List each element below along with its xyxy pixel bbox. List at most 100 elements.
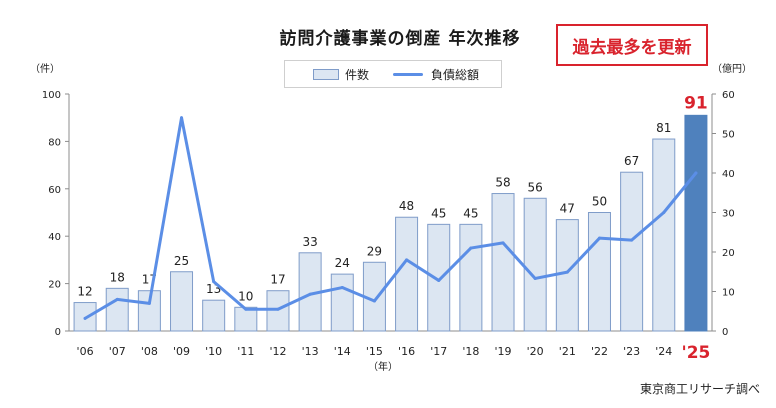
bar-value-label: 50 xyxy=(592,195,607,209)
bar xyxy=(427,223,451,332)
line-point xyxy=(501,241,505,245)
line-series-debt xyxy=(83,116,698,320)
y-right-tick-label: 20 xyxy=(722,248,735,259)
x-tick-label: '06 xyxy=(77,345,94,358)
legend-line-label: 負債総額 xyxy=(431,67,480,82)
x-tick-label: '18 xyxy=(462,345,479,358)
line-point xyxy=(662,211,666,214)
line-point xyxy=(372,299,376,303)
bar-value-label: 18 xyxy=(110,270,125,284)
line-point xyxy=(244,307,248,311)
line-point xyxy=(597,236,601,240)
x-tick-label: '19 xyxy=(495,345,512,358)
bar xyxy=(202,299,226,332)
y-right-unit: （億円） xyxy=(712,62,752,75)
source-note: 東京商工リサーチ調べ xyxy=(639,382,760,396)
y-left-tick-label: 100 xyxy=(42,90,61,101)
line-point xyxy=(565,270,569,274)
bar-value-label: 45 xyxy=(463,206,478,220)
y-left-tick-label: 20 xyxy=(48,280,61,291)
x-tick-label: '15 xyxy=(366,345,383,358)
line-point xyxy=(469,246,473,250)
bar xyxy=(459,223,483,332)
bar-value-label: 81 xyxy=(656,121,671,135)
y-left-tick-label: 80 xyxy=(48,137,61,148)
bar xyxy=(330,273,354,332)
bar-value-label: 17 xyxy=(270,273,285,287)
legend-line-swatch xyxy=(393,72,424,76)
x-tick-label: '20 xyxy=(527,345,544,358)
y-left-tick-label: 60 xyxy=(48,185,61,196)
bar xyxy=(395,216,419,332)
bar-value-label: 33 xyxy=(302,235,317,249)
x-tick-label: '14 xyxy=(334,345,351,358)
bar xyxy=(555,219,579,332)
chart-title: 訪問介護事業の倒産 年次推移 xyxy=(279,29,521,49)
x-tick-label: '17 xyxy=(430,345,447,358)
line-point xyxy=(694,171,698,175)
line-point xyxy=(405,258,409,262)
x-tick-label: '12 xyxy=(269,345,286,358)
bar-value-label: 29 xyxy=(367,244,382,258)
bar-value-label-highlight: 91 xyxy=(684,93,708,113)
line-point xyxy=(180,116,184,120)
bar-value-label: 12 xyxy=(77,285,92,299)
x-tick-label: '13 xyxy=(302,345,319,358)
line-point xyxy=(212,280,216,284)
line-point xyxy=(147,301,151,305)
x-tick-label: '10 xyxy=(205,345,222,358)
y-right-tick-label: 0 xyxy=(722,327,728,338)
bar-value-label: 47 xyxy=(560,202,575,216)
chart-legend: 件数 負債総額 xyxy=(284,60,502,88)
bar-value-label: 58 xyxy=(495,176,510,190)
x-tick-label: '21 xyxy=(559,345,576,358)
line-point xyxy=(340,286,344,290)
bar-value-label: 56 xyxy=(528,180,543,194)
line-point xyxy=(115,297,119,301)
bar-value-label: 67 xyxy=(624,154,639,168)
x-tick-label-highlight: '25 xyxy=(681,343,710,363)
bar xyxy=(137,290,161,332)
x-tick-label: '11 xyxy=(237,345,254,358)
line-point xyxy=(630,238,634,242)
bar-value-label: 45 xyxy=(431,206,446,220)
bar xyxy=(587,212,611,332)
line-point xyxy=(83,316,87,320)
y-right-tick-label: 50 xyxy=(722,130,735,141)
x-tick-label: '24 xyxy=(655,345,672,358)
y-right-tick-label: 60 xyxy=(722,90,735,101)
bar-value-label: 10 xyxy=(238,289,253,303)
legend-bar-label: 件数 xyxy=(345,67,370,82)
bar xyxy=(170,271,194,332)
line-point xyxy=(533,276,537,280)
y-right-tick-label: 30 xyxy=(722,209,735,220)
bar xyxy=(523,197,547,332)
x-tick-label: '07 xyxy=(109,345,126,358)
bar-value-label: 24 xyxy=(335,256,350,270)
bar xyxy=(491,193,515,332)
bar xyxy=(620,171,644,332)
x-tick-label: '08 xyxy=(141,345,158,358)
record-high-badge: 過去最多を更新 xyxy=(556,24,708,66)
y-right-tick-label: 10 xyxy=(722,288,735,299)
bar-value-label: 48 xyxy=(399,199,414,213)
bar xyxy=(105,287,129,332)
x-tick-label: '22 xyxy=(591,345,608,358)
bar xyxy=(234,306,258,332)
bar-value-label: 25 xyxy=(174,254,189,268)
legend-bar-swatch xyxy=(313,68,339,80)
x-tick-label: '16 xyxy=(398,345,415,358)
x-axis-unit: （年） xyxy=(368,360,398,373)
x-tick-label: '09 xyxy=(173,345,190,358)
bar xyxy=(652,138,676,332)
bar-highlight xyxy=(684,114,708,332)
y-left-tick-label: 0 xyxy=(55,327,61,338)
x-tick-label: '23 xyxy=(623,345,640,358)
bar xyxy=(266,290,290,332)
line-point xyxy=(276,307,280,311)
y-right-tick-label: 40 xyxy=(722,169,735,180)
line-point xyxy=(437,278,441,282)
y-left-tick-label: 40 xyxy=(48,232,61,243)
line-point xyxy=(308,292,312,296)
